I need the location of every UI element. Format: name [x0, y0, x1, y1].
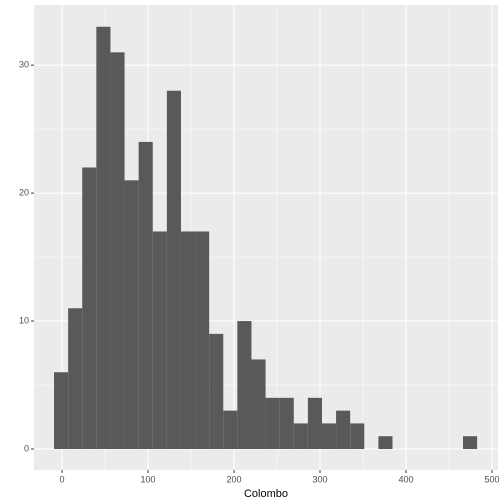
bar	[350, 423, 365, 450]
bar	[138, 141, 153, 450]
y-tick-label: 0	[24, 443, 29, 453]
bar	[223, 410, 238, 450]
y-tick-label: 20	[19, 187, 29, 197]
bar	[82, 167, 97, 450]
bar	[378, 436, 393, 450]
x-tick-label: 500	[484, 474, 499, 484]
bar	[180, 231, 196, 450]
bar	[195, 231, 210, 450]
bar	[166, 90, 181, 450]
bar	[237, 321, 252, 450]
x-tick-label: 300	[312, 474, 327, 484]
bar	[463, 436, 478, 450]
y-tick-label: 30	[19, 60, 29, 70]
x-tick-label: 0	[60, 474, 65, 484]
bar	[279, 397, 294, 450]
bar	[321, 423, 337, 450]
bar	[265, 397, 280, 450]
bar	[124, 180, 139, 450]
x-tick-label: 400	[398, 474, 413, 484]
bar	[307, 397, 322, 450]
bar	[152, 231, 167, 450]
bar	[54, 372, 69, 450]
x-tick-label: 200	[226, 474, 241, 484]
bar	[209, 333, 224, 450]
bar	[68, 308, 83, 450]
x-axis-title: Colombo	[244, 488, 288, 500]
bar	[110, 52, 125, 450]
bar	[293, 423, 308, 450]
bar	[336, 410, 351, 450]
x-tick-label: 100	[141, 474, 156, 484]
y-tick-label: 10	[19, 315, 29, 325]
bar	[96, 26, 111, 450]
bar	[251, 359, 266, 450]
